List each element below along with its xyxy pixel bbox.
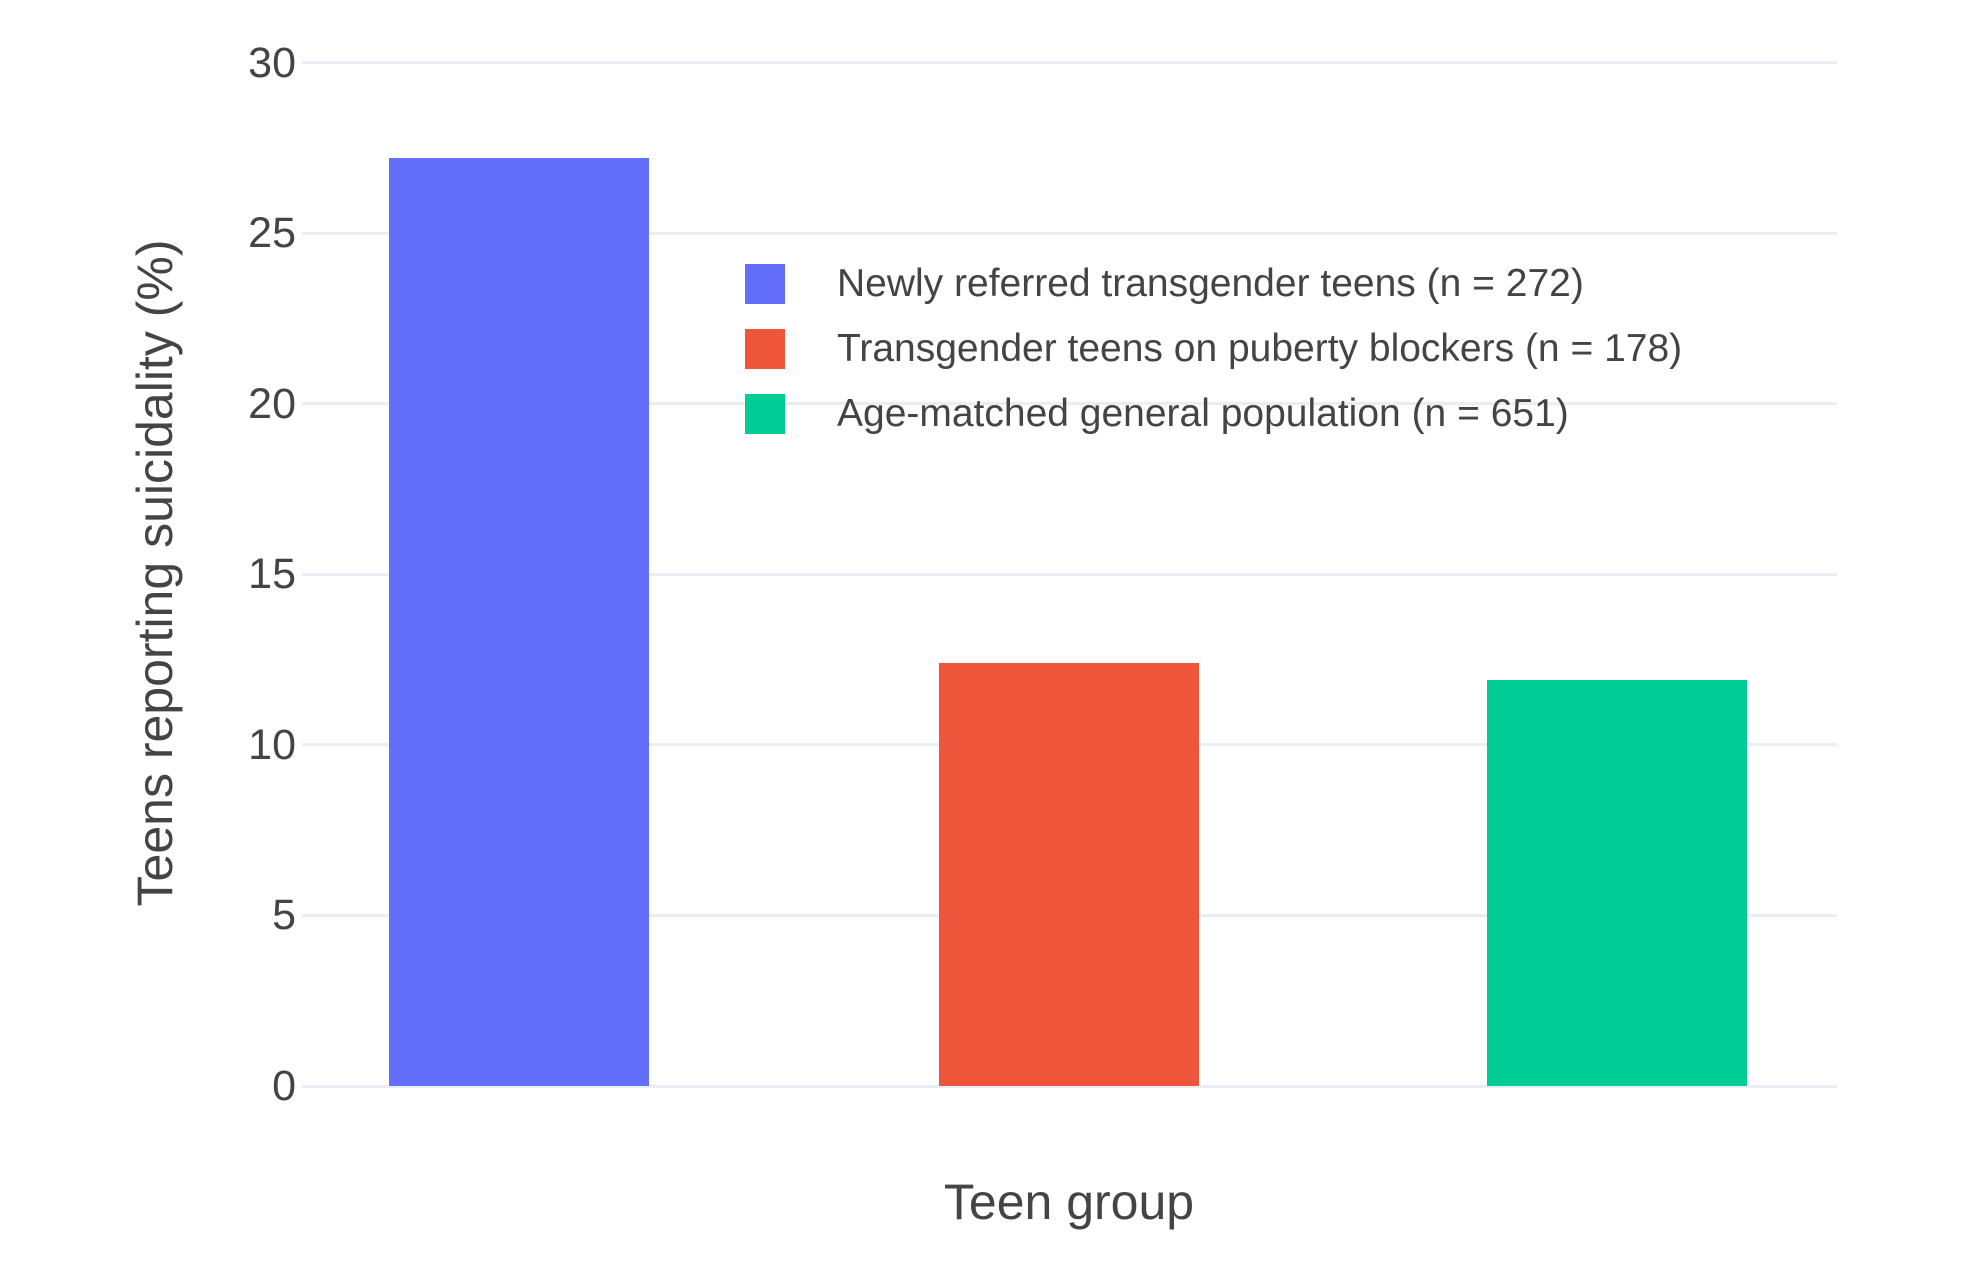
- legend-swatch-icon: [745, 263, 785, 304]
- y-tick-label-0: 0: [272, 1062, 296, 1110]
- y-gridline-15: [302, 572, 1837, 576]
- legend-label: Age-matched general population (n = 651): [837, 391, 1569, 435]
- legend-item-0[interactable]: Newly referred transgender teens (n = 27…: [745, 251, 1682, 316]
- legend-item-1[interactable]: Transgender teens on puberty blockers (n…: [745, 316, 1682, 381]
- y-tick-label-20: 20: [248, 379, 296, 428]
- legend: Newly referred transgender teens (n = 27…: [745, 251, 1682, 446]
- y-tick-label-10: 10: [248, 720, 296, 769]
- bar-1[interactable]: [938, 662, 1199, 1086]
- y-tick-label-5: 5: [272, 891, 296, 940]
- y-gridline-25: [302, 231, 1837, 235]
- y-tick-label-25: 25: [248, 209, 296, 258]
- plot-area: [302, 25, 1837, 1088]
- legend-item-2[interactable]: Age-matched general population (n = 651): [745, 381, 1682, 446]
- bar-0[interactable]: [389, 158, 650, 1086]
- y-gridline-20: [302, 402, 1837, 406]
- legend-swatch-icon: [745, 328, 785, 369]
- y-gridline-30: [302, 61, 1837, 65]
- y-tick-label-15: 15: [248, 550, 296, 599]
- y-gridline-0: [302, 1084, 1837, 1088]
- bar-2[interactable]: [1487, 680, 1748, 1086]
- y-tick-label-30: 30: [248, 38, 296, 87]
- legend-swatch-icon: [745, 393, 785, 434]
- legend-label: Newly referred transgender teens (n = 27…: [837, 261, 1584, 305]
- legend-label: Transgender teens on puberty blockers (n…: [837, 326, 1683, 370]
- x-axis-title: Teen group: [943, 1174, 1195, 1230]
